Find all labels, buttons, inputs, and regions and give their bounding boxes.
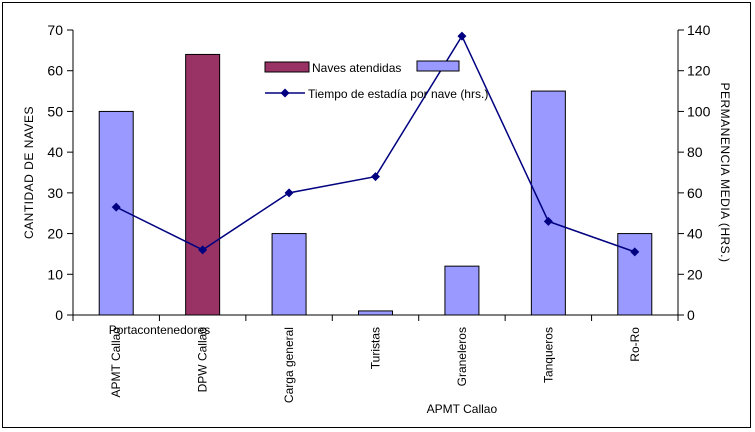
y2-axis-title: PERMANENCIA MEDIA (HRS.) [718,82,732,262]
x-category-label: Turistas [369,327,383,369]
y-axis-title: CANTIDAD DE NAVES [22,106,36,239]
x-category-label: Carga general [282,327,296,403]
chart-frame: 0 10 20 30 40 50 60 70 0 20 40 60 80 100 120 140 APMT Ca… [2,2,751,428]
y-tick-label: 50 [47,103,63,119]
group-label-apmt-callao: APMT Callao [427,402,498,416]
bar-dpw-callao [185,53,221,316]
x-category-label: Ro-Ro [628,327,642,362]
x-category-label: DPW Callao [196,327,210,393]
line-point-marker [111,202,121,212]
legend-label-tiempo-estadia: Tiempo de estadía por nave (hrs.) [308,87,488,101]
y2-tick-label: 120 [687,63,711,79]
y2-tick-label: 40 [687,226,703,242]
y2-tick-label: 100 [687,103,711,119]
bar-graneleros [444,265,480,316]
y-tick-label: 40 [47,144,63,160]
y-tick-label: 20 [47,226,63,242]
group-label-portacontenedores: Portacontenedores [109,323,210,337]
bar-ro-ro [617,233,653,316]
y2-tick-label: 0 [687,307,695,323]
y-tick-label: 70 [47,22,63,38]
line-point-marker [630,247,640,257]
y-tick-label: 60 [47,63,63,79]
y-tick-label: 10 [47,266,63,282]
legend-swatch-naves-atendidas [264,61,310,73]
bar-carga-general [271,233,307,316]
line-point-marker [198,245,208,255]
y2-tick-label: 140 [687,22,711,38]
y2-tick-label: 60 [687,185,703,201]
line-point-marker [284,188,294,198]
line-point-marker [371,172,380,182]
y-tick-label: 0 [55,307,63,323]
legend-layer: Naves atendidas Tiempo de estadía por na… [264,60,488,101]
x-category-label: Graneleros [455,327,469,386]
legend-marker-tiempo [280,88,290,98]
chart-svg: 0 10 20 30 40 50 60 70 0 20 40 60 80 100 120 140 APMT Ca… [22,22,732,416]
x-category-label: Tanqueros [541,327,555,383]
legend-label-naves-atendidas: Naves atendidas [312,61,401,75]
bar-turistas [358,310,393,316]
y2-tick-label: 80 [687,144,703,160]
x-category-label: APMT Callao [109,327,123,398]
y-tick-label: 30 [47,185,63,201]
y2-tick-label: 20 [687,266,703,282]
line-point-marker [457,31,467,41]
labels-layer: 0 10 20 30 40 50 60 70 0 20 40 60 80 100 120 140 APMT Ca… [47,22,710,416]
line-point-marker [543,216,553,226]
bar-tanqueros [530,90,566,316]
legend-swatch-apmt-bars [416,60,460,72]
line-layer [111,31,640,257]
